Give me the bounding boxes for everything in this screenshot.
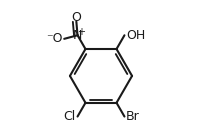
Text: Cl: Cl [64, 110, 76, 123]
Text: N: N [73, 29, 82, 42]
Text: O: O [71, 11, 81, 24]
Text: Br: Br [126, 110, 140, 123]
Text: OH: OH [126, 29, 145, 42]
Text: ⁻O: ⁻O [46, 32, 63, 45]
Text: +: + [77, 27, 85, 37]
